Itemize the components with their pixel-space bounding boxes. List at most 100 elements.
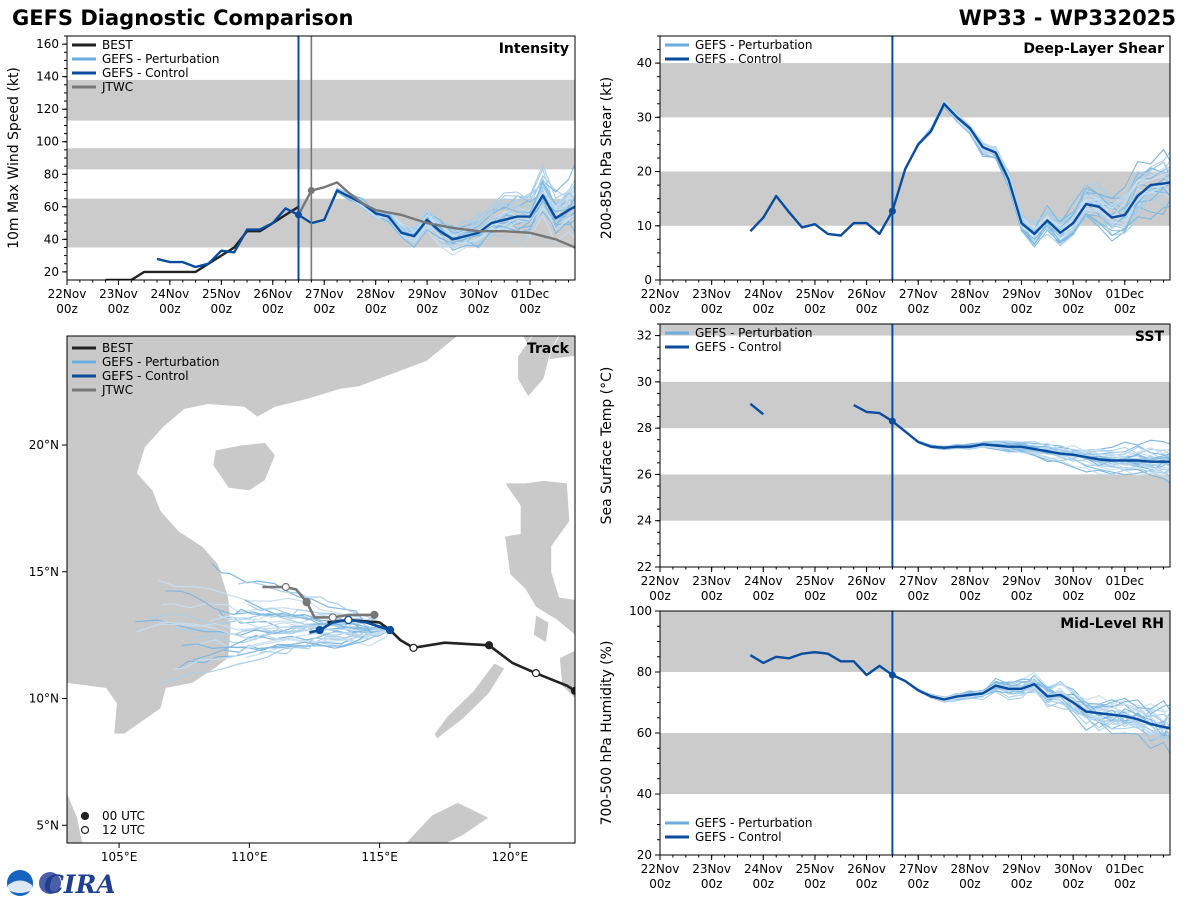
logo-text: CIRA — [44, 870, 114, 898]
init-marker — [888, 671, 896, 679]
x-tick-label: 28Nov — [951, 287, 990, 301]
x-tick-label: 00z — [159, 302, 181, 316]
lat-tick-label: 15°N — [29, 565, 59, 579]
init-marker — [294, 211, 302, 219]
shade-band — [67, 79, 575, 121]
lon-tick-label: 105°E — [101, 850, 138, 864]
shade-band — [660, 324, 1170, 336]
x-tick-label: 28Nov — [951, 862, 990, 876]
axes-frame — [659, 323, 1171, 568]
palawan-island — [433, 662, 506, 740]
y-tick-label: 22 — [637, 560, 652, 574]
x-tick-label: 00z — [959, 589, 981, 603]
y-tick-label: 140 — [36, 70, 59, 84]
x-tick-label: 00z — [753, 589, 775, 603]
x-tick-label: 00z — [804, 302, 826, 316]
y-tick-label: 26 — [637, 467, 652, 481]
x-tick-label: 00z — [365, 302, 387, 316]
perturbation-track-line — [223, 629, 391, 653]
x-tick-label: 28Nov — [951, 574, 990, 588]
perturbation-track-line — [136, 622, 391, 633]
x-tick-label: 24Nov — [151, 287, 190, 301]
panel-shear: 01020304022Nov00z23Nov00z24Nov00z25Nov00… — [599, 35, 1171, 316]
jtwc-line — [297, 181, 575, 249]
panel-title: Track — [527, 341, 570, 357]
x-tick-label: 30Nov — [1054, 574, 1093, 588]
y-tick-label: 30 — [637, 375, 652, 389]
x-tick-label: 22Nov — [641, 862, 680, 876]
init-marker — [888, 207, 896, 215]
panel-title: Mid-Level RH — [1060, 616, 1164, 632]
x-tick-label: 00z — [262, 302, 284, 316]
x-tick-label: 00z — [56, 302, 78, 316]
x-tick-label: 00z — [1062, 302, 1084, 316]
y-tick-label: 20 — [637, 165, 652, 179]
shade-band — [660, 474, 1170, 521]
x-tick-label: 25Nov — [796, 287, 835, 301]
y-tick-label: 100 — [36, 135, 59, 149]
x-tick-label: 24Nov — [744, 287, 783, 301]
x-tick-label: 00z — [468, 302, 490, 316]
x-tick-label: 30Nov — [459, 287, 498, 301]
axes-frame — [66, 335, 576, 844]
marker-legend-swatch — [80, 811, 90, 821]
control-line — [853, 403, 1170, 463]
lon-tick-label: 110°E — [231, 850, 268, 864]
legend-label: GEFS - Control — [102, 369, 189, 383]
x-tick-label: 29Nov — [1002, 287, 1041, 301]
shade-band — [660, 611, 1170, 672]
x-tick-label: 00z — [856, 302, 878, 316]
x-tick-label: 01Dec — [1106, 862, 1145, 876]
borneo-north-coast — [405, 801, 490, 843]
plot-area — [749, 99, 1170, 248]
x-tick-label: 00z — [649, 302, 671, 316]
y-tick-label: 20 — [44, 265, 59, 279]
lat-tick-label: 20°N — [29, 438, 59, 452]
y-tick-label: 28 — [637, 421, 652, 435]
control-line — [156, 189, 575, 269]
malay-peninsula — [67, 792, 84, 843]
shade-band — [660, 63, 1170, 118]
y-tick-label: 40 — [637, 56, 652, 70]
x-tick-label: 23Nov — [692, 574, 731, 588]
x-tick-label: 00z — [701, 877, 723, 891]
marker-legend-label: 12 UTC — [102, 823, 145, 837]
track-marker — [328, 613, 337, 622]
storm-id-title: WP33 - WP332025 — [958, 6, 1176, 30]
x-tick-label: 24Nov — [744, 574, 783, 588]
track-marker — [484, 641, 494, 650]
x-tick-label: 00z — [959, 877, 981, 891]
y-tick-label: 80 — [637, 665, 652, 679]
plot-area — [749, 651, 1170, 754]
y-tick-label: 40 — [637, 787, 652, 801]
perturbation-track-line — [245, 629, 391, 659]
y-tick-label: 100 — [629, 604, 652, 618]
y-tick-label: 120 — [36, 102, 59, 116]
x-tick-label: 00z — [1011, 302, 1033, 316]
globe-icon — [39, 872, 61, 894]
x-tick-label: 00z — [1062, 589, 1084, 603]
perturbation-track-line — [211, 562, 391, 631]
x-tick-label: 23Nov — [692, 287, 731, 301]
lon-tick-label: 120°E — [492, 850, 529, 864]
x-tick-label: 00z — [1011, 589, 1033, 603]
figure-title: GEFS Diagnostic Comparison — [12, 6, 354, 30]
x-tick-label: 00z — [856, 589, 878, 603]
perturbation-track-line — [181, 629, 391, 652]
x-tick-label: 27Nov — [899, 862, 938, 876]
y-tick-label: 30 — [637, 110, 652, 124]
x-tick-label: 00z — [753, 877, 775, 891]
x-tick-label: 29Nov — [408, 287, 447, 301]
perturbation-track-line — [259, 623, 391, 655]
jtwc-init-marker — [307, 187, 315, 195]
perturbation-track-line — [158, 629, 391, 685]
track-marker — [344, 615, 353, 625]
legend-label: JTWC — [101, 80, 133, 94]
x-tick-label: 00z — [856, 877, 878, 891]
y-tick-label: 24 — [637, 514, 652, 528]
perturbation-track-line — [173, 629, 391, 670]
x-tick-label: 23Nov — [692, 862, 731, 876]
track-marker — [531, 669, 541, 678]
legend-label: GEFS - Control — [695, 340, 782, 354]
legend-label: GEFS - Perturbation — [695, 38, 812, 52]
